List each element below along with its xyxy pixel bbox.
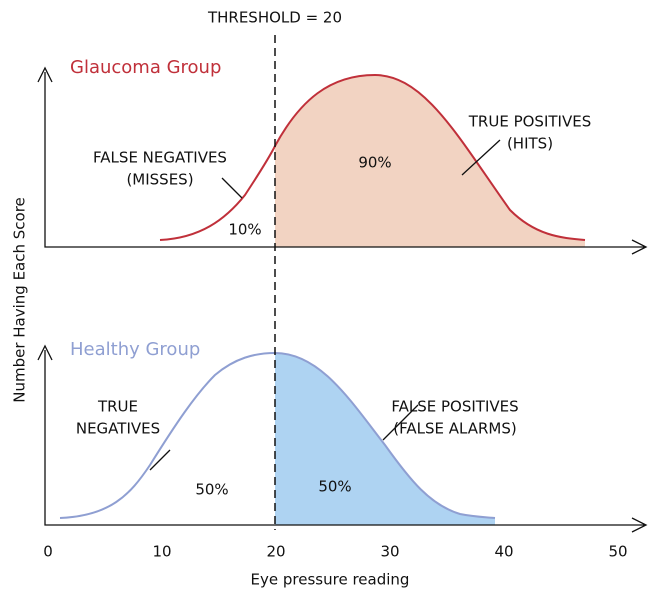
left-label: TRUE xyxy=(97,398,138,416)
left-label: (MISSES) xyxy=(126,171,193,189)
x-tick-label: 30 xyxy=(380,543,399,561)
right-label: (FALSE ALARMS) xyxy=(393,420,516,438)
left-percent: 50% xyxy=(195,481,228,499)
right-percent: 90% xyxy=(358,154,391,172)
glaucoma-curve xyxy=(159,73,586,241)
left-label: NEGATIVES xyxy=(76,420,160,438)
bottom-axes xyxy=(37,344,648,533)
right-percent: 50% xyxy=(318,478,351,496)
x-tick-label: 10 xyxy=(152,543,171,561)
false-alarm-area xyxy=(275,353,495,525)
x-tick-label: 50 xyxy=(608,543,627,561)
threshold-label: THRESHOLD = 20 xyxy=(207,9,342,27)
x-axis-label: Eye pressure reading xyxy=(251,571,410,589)
left-percent: 10% xyxy=(228,221,261,239)
group-label: Glaucoma Group xyxy=(70,57,221,78)
group-label: Healthy Group xyxy=(70,339,200,360)
hits-area xyxy=(275,75,585,247)
right-label: (HITS) xyxy=(507,135,553,153)
top-axes xyxy=(37,66,648,255)
y-axis-label: Number Having Each Score xyxy=(11,197,29,403)
leader-lines xyxy=(149,139,501,471)
right-label: FALSE POSITIVES xyxy=(391,398,518,416)
x-tick-label: 20 xyxy=(266,543,285,561)
x-tick-label: 0 xyxy=(43,543,53,561)
left-label: FALSE NEGATIVES xyxy=(93,149,227,167)
right-label: TRUE POSITIVES xyxy=(468,113,591,131)
x-tick-label: 40 xyxy=(494,543,513,561)
